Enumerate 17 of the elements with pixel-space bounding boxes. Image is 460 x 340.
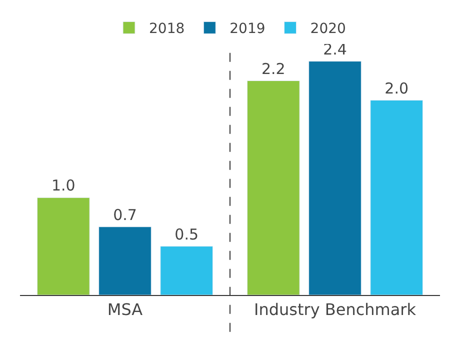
- x-tick-label: Industry Benchmark: [254, 300, 417, 320]
- bar: [370, 100, 424, 295]
- data-label: 2.2: [261, 60, 286, 78]
- bar: [160, 246, 214, 295]
- bar: [98, 226, 152, 295]
- x-tick-label: MSA: [107, 300, 143, 320]
- legend-label: 2020: [310, 21, 346, 38]
- data-label: 0.5: [174, 225, 199, 244]
- legend-label: 2018: [149, 21, 185, 38]
- data-label: 0.7: [113, 206, 137, 224]
- bar: [36, 197, 90, 295]
- data-label: 2.4: [323, 40, 347, 58]
- bar: [246, 80, 300, 295]
- bar: [308, 61, 362, 295]
- data-label: 1.0: [51, 176, 76, 195]
- legend-label: 2019: [230, 21, 266, 38]
- data-label: 2.0: [384, 79, 409, 98]
